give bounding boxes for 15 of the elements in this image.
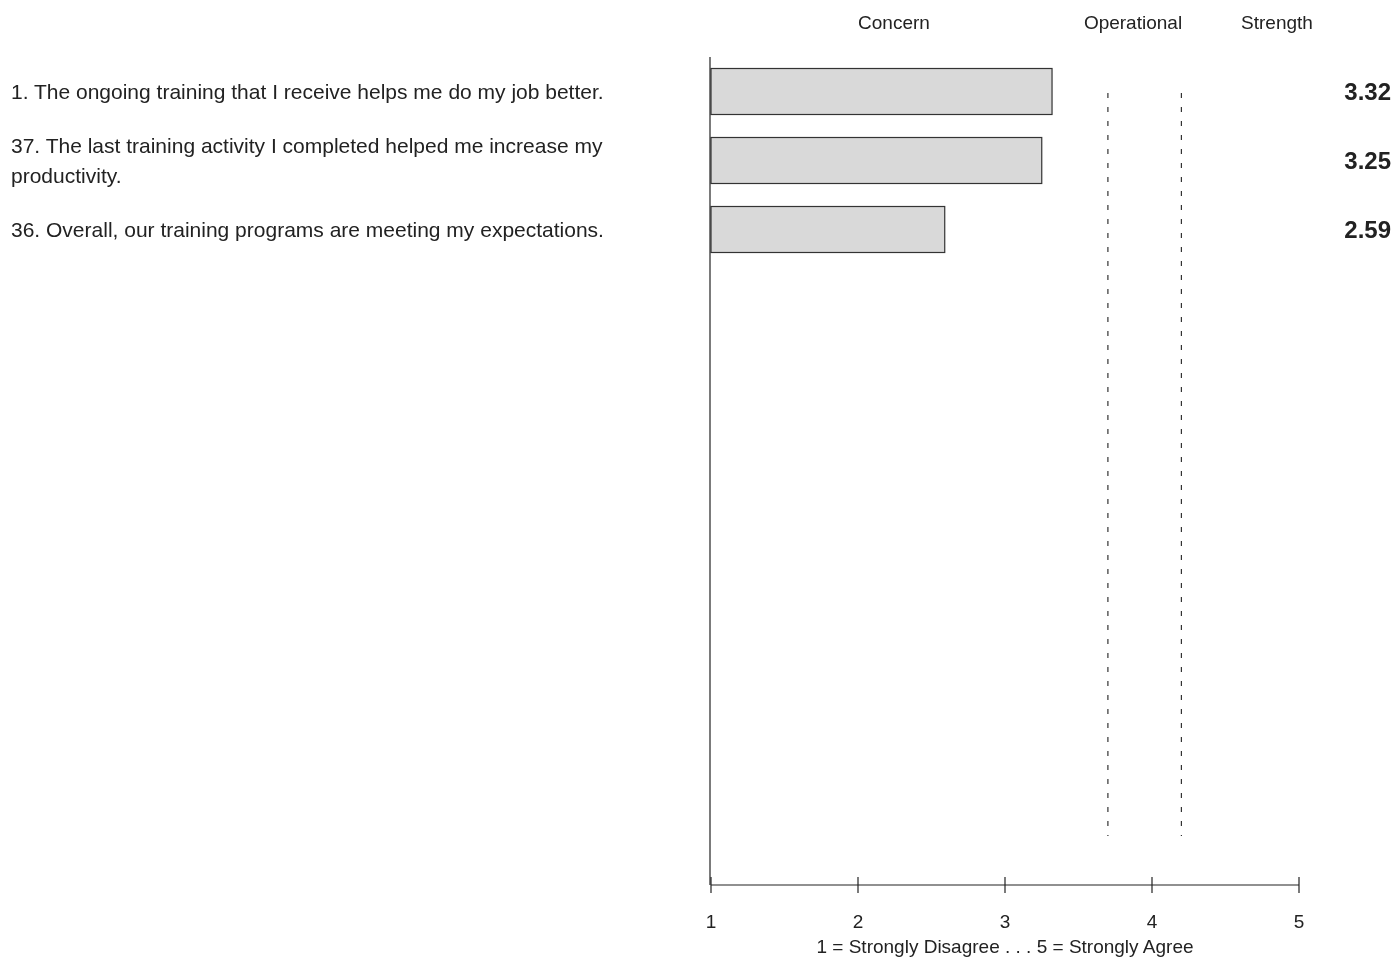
data-label: 2.59 <box>1344 215 1391 243</box>
x-tick-label: 2 <box>852 911 864 932</box>
x-tick-label: 5 <box>1293 911 1305 932</box>
y-tick-label: 1. The ongoing training that I receive helps me do my job better. <box>11 79 604 103</box>
text: Operational <box>1083 12 1183 33</box>
text: Strength <box>1241 12 1313 33</box>
x-axis-title: 1 = Strongly Disagree . . . 5 = Strongly Agree <box>816 936 1194 957</box>
data-label: 3.25 <box>1344 146 1391 174</box>
x-tick-label: 4 <box>1146 911 1158 932</box>
x-tick-label: 1 <box>705 911 717 932</box>
y-tick-label: 37. The last training activity I completed helped me increase my productivity. <box>11 133 603 187</box>
x-tick-label: 3 <box>999 911 1011 932</box>
data-label: 3.32 <box>1344 77 1391 105</box>
text: Concern <box>858 12 930 33</box>
y-tick-label: 36. Overall, our training programs are meeting my expectations. <box>11 217 604 241</box>
